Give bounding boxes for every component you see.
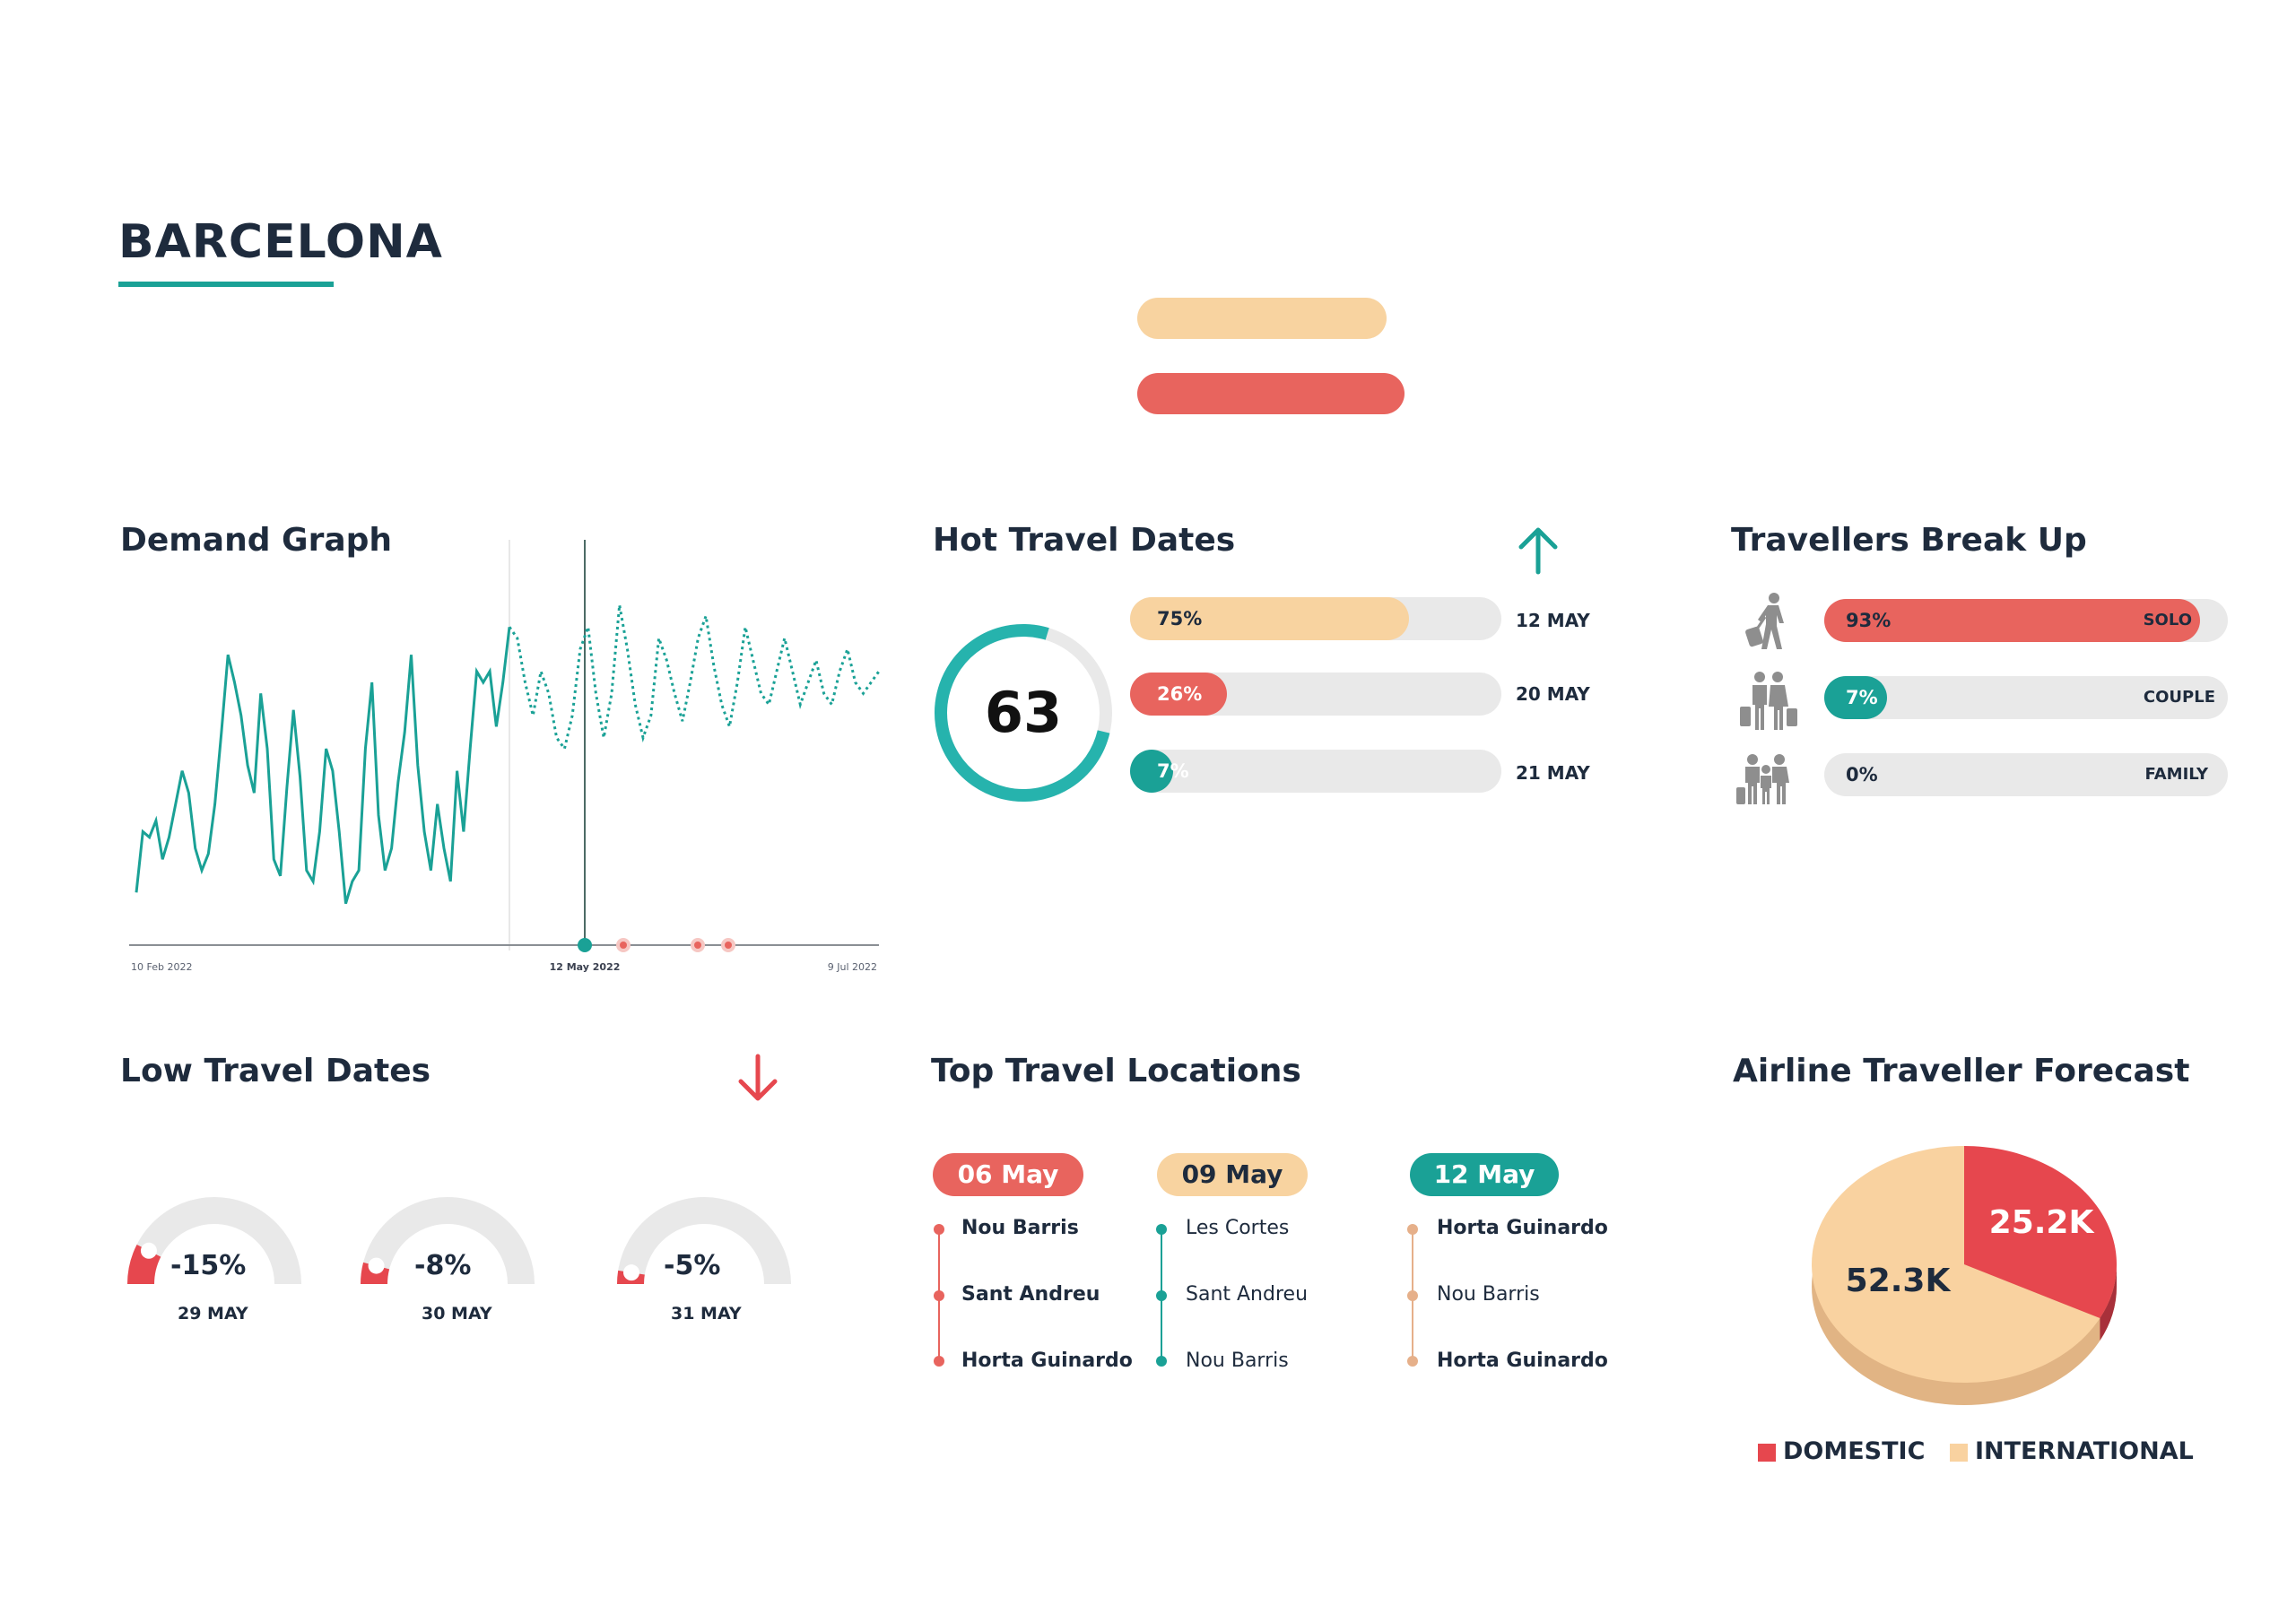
pie-label-domestic: 25.2K xyxy=(1989,1204,2095,1241)
timeline-dot xyxy=(1156,1290,1167,1301)
title-underline xyxy=(118,282,334,287)
couple-travellers-icon xyxy=(1740,672,1797,730)
location-item: Sant Andreu xyxy=(1186,1283,1309,1306)
hot-date-bar-fill xyxy=(1130,673,1227,716)
x-tick-label: 9 Jul 2022 xyxy=(828,961,877,973)
location-item: Horta Guinardo xyxy=(1437,1350,1608,1372)
traveller-label: FAMILY xyxy=(2144,765,2208,784)
location-item: Horta Guinardo xyxy=(1437,1217,1608,1239)
hot-date-pct: 7% xyxy=(1157,760,1189,782)
legend-domestic-swatch xyxy=(1758,1444,1776,1462)
hot-date-pct: 26% xyxy=(1157,683,1203,705)
x-tick-label: 10 Feb 2022 xyxy=(131,961,192,973)
location-date-pill[interactable]: 12 May xyxy=(1410,1153,1559,1196)
low-date-value: -5% xyxy=(664,1250,721,1281)
hot-date-bar: 26% xyxy=(1130,673,1501,716)
gauge-knob xyxy=(140,1242,157,1259)
solo-traveller-icon xyxy=(1745,593,1784,649)
traveller-pct: 93% xyxy=(1846,610,1892,631)
low-date-label: 31 MAY xyxy=(671,1304,742,1324)
family-travellers-icon xyxy=(1736,754,1789,804)
location-item: Nou Barris xyxy=(1437,1283,1540,1306)
low-date-gauge xyxy=(361,1197,535,1285)
hot-date-label: 20 MAY xyxy=(1516,683,1590,705)
decorative-peach-bar xyxy=(1137,298,1387,339)
low-date-value: -8% xyxy=(414,1250,472,1281)
location-date-pill[interactable]: 06 May xyxy=(933,1153,1083,1196)
traveller-pct: 7% xyxy=(1846,687,1878,708)
airline-forecast-title: Airline Traveller Forecast xyxy=(1733,1053,2190,1089)
low-date-label: 30 MAY xyxy=(422,1304,492,1324)
hot-date-bar: 7% xyxy=(1130,750,1501,793)
hot-travel-dates-title: Hot Travel Dates xyxy=(933,522,1236,559)
arrow-up-icon xyxy=(1518,527,1558,575)
hot-date-bar-fill xyxy=(1130,750,1173,793)
demand-actual-line xyxy=(135,627,511,905)
timeline-dot xyxy=(1407,1290,1418,1301)
traveller-label: COUPLE xyxy=(2143,688,2215,707)
gauge-knob xyxy=(623,1264,640,1281)
hot-score-value: 63 xyxy=(984,680,1063,745)
legend-international-swatch xyxy=(1950,1444,1968,1462)
demand-forecast-line xyxy=(508,604,881,752)
pie-slice-domestic-side xyxy=(2100,1264,2117,1341)
traveller-label: SOLO xyxy=(2143,611,2192,629)
low-date-value: -15% xyxy=(170,1250,247,1281)
timeline-dot xyxy=(934,1290,944,1301)
demand-graph-title: Demand Graph xyxy=(120,522,393,559)
hot-date-label: 21 MAY xyxy=(1516,762,1590,784)
gauge-knob xyxy=(368,1257,385,1274)
location-item: Sant Andreu xyxy=(961,1283,1100,1306)
current-date-marker xyxy=(578,938,592,952)
hot-date-label: 12 MAY xyxy=(1516,610,1590,631)
low-travel-dates-title: Low Travel Dates xyxy=(120,1053,431,1089)
location-item: Nou Barris xyxy=(961,1217,1079,1239)
top-travel-locations-title: Top Travel Locations xyxy=(931,1053,1301,1089)
arrow-down-icon xyxy=(738,1054,778,1101)
low-date-gauge xyxy=(617,1197,791,1285)
traveller-bar: 7% COUPLE xyxy=(1824,676,2228,719)
location-date-pill[interactable]: 09 May xyxy=(1157,1153,1308,1196)
location-item: Les Cortes xyxy=(1186,1217,1290,1239)
x-tick-label: 12 May 2022 xyxy=(550,961,621,973)
legend-domestic-label: DOMESTIC xyxy=(1783,1437,1926,1465)
timeline-dot xyxy=(1407,1224,1418,1235)
low-date-label: 29 MAY xyxy=(178,1304,248,1324)
traveller-bar: 0% FAMILY xyxy=(1824,753,2228,796)
timeline-dot xyxy=(934,1356,944,1367)
hot-date-pct: 75% xyxy=(1157,608,1203,629)
traveller-bar-fill xyxy=(1824,599,2200,642)
traveller-bar: 93% SOLO xyxy=(1824,599,2228,642)
pie-slice-domestic xyxy=(1964,1146,2117,1319)
demand-graph: 10 Feb 2022 12 May 2022 9 Jul 2022 xyxy=(129,540,881,973)
timeline-dot xyxy=(1156,1224,1167,1235)
travellers-break-up-title: Travellers Break Up xyxy=(1731,522,2087,559)
page-title: BARCELONA xyxy=(118,215,443,269)
decorative-red-bar xyxy=(1137,373,1405,414)
gauge-track xyxy=(617,1197,791,1285)
timeline-dot xyxy=(934,1224,944,1235)
hot-date-bar: 75% xyxy=(1130,597,1501,640)
timeline-dot xyxy=(1156,1356,1167,1367)
legend-international-label: INTERNATIONAL xyxy=(1975,1437,2194,1465)
airline-forecast-pie: 25.2K 52.3K xyxy=(1812,1146,2117,1405)
hot-score-ring xyxy=(935,624,1112,802)
traveller-bar-fill xyxy=(1824,676,1887,719)
location-item: Nou Barris xyxy=(1186,1350,1289,1372)
pie-slice-international xyxy=(1812,1146,2100,1383)
gauge-track xyxy=(361,1197,535,1285)
pie-label-international: 52.3K xyxy=(1846,1263,1952,1299)
location-item: Horta Guinardo xyxy=(961,1350,1133,1372)
hot-date-bar-fill xyxy=(1130,597,1409,640)
traveller-pct: 0% xyxy=(1846,764,1878,785)
timeline-dot xyxy=(1407,1356,1418,1367)
low-date-gauge xyxy=(127,1197,301,1285)
